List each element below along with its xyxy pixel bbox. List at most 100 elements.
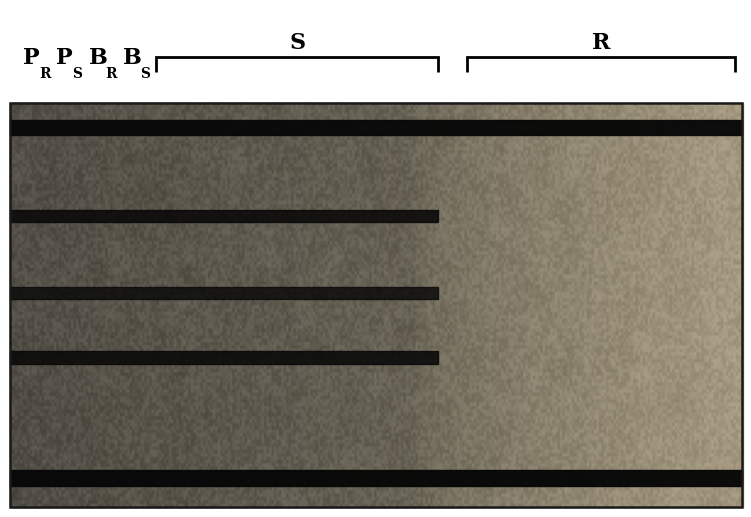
Bar bbox=[282, 103, 286, 507]
Bar bbox=[116, 103, 119, 507]
Bar bbox=[495, 103, 498, 507]
Bar bbox=[123, 103, 127, 507]
Bar bbox=[61, 103, 65, 507]
Bar bbox=[711, 103, 714, 507]
Bar bbox=[119, 103, 123, 507]
Bar bbox=[138, 103, 141, 507]
Bar bbox=[587, 103, 590, 507]
Bar bbox=[546, 103, 550, 507]
Bar bbox=[529, 103, 533, 507]
Bar bbox=[290, 103, 293, 507]
Bar bbox=[722, 103, 725, 507]
Bar bbox=[114, 103, 117, 507]
Bar bbox=[310, 103, 313, 507]
Bar bbox=[365, 103, 368, 507]
Text: S: S bbox=[72, 67, 83, 81]
Bar bbox=[486, 103, 489, 507]
Bar bbox=[617, 103, 621, 507]
Bar bbox=[264, 103, 267, 507]
Bar bbox=[354, 103, 357, 507]
Bar bbox=[656, 103, 659, 507]
Bar bbox=[541, 103, 544, 507]
Bar bbox=[389, 103, 392, 507]
Bar bbox=[610, 103, 614, 507]
Bar bbox=[379, 103, 383, 507]
Bar bbox=[273, 103, 276, 507]
Bar bbox=[25, 103, 28, 507]
Bar bbox=[427, 103, 430, 507]
Text: P: P bbox=[23, 47, 40, 69]
Bar bbox=[691, 103, 694, 507]
Bar bbox=[458, 103, 462, 507]
Bar bbox=[10, 103, 742, 507]
Bar bbox=[81, 103, 84, 507]
Bar bbox=[158, 103, 161, 507]
Bar bbox=[174, 103, 178, 507]
Bar bbox=[41, 103, 44, 507]
Bar bbox=[11, 103, 15, 507]
Bar bbox=[253, 103, 257, 507]
Bar bbox=[451, 103, 454, 507]
Bar bbox=[550, 103, 553, 507]
Bar bbox=[90, 103, 94, 507]
Bar bbox=[482, 103, 485, 507]
Bar bbox=[198, 103, 201, 507]
Bar bbox=[142, 103, 145, 507]
Bar bbox=[143, 103, 146, 507]
Bar bbox=[698, 103, 701, 507]
Bar bbox=[286, 103, 290, 507]
Bar bbox=[449, 103, 452, 507]
Bar bbox=[645, 103, 648, 507]
Bar bbox=[233, 103, 237, 507]
Bar bbox=[70, 103, 74, 507]
Bar bbox=[658, 103, 661, 507]
Bar bbox=[237, 103, 240, 507]
Bar bbox=[394, 103, 397, 507]
Bar bbox=[63, 103, 66, 507]
Bar bbox=[352, 103, 355, 507]
Text: S: S bbox=[140, 67, 149, 81]
Bar bbox=[538, 103, 542, 507]
Bar bbox=[523, 103, 526, 507]
Bar bbox=[125, 103, 128, 507]
Bar bbox=[127, 103, 130, 507]
Bar bbox=[215, 103, 218, 507]
Bar bbox=[107, 103, 110, 507]
Bar bbox=[304, 103, 308, 507]
Bar bbox=[680, 103, 683, 507]
Bar bbox=[502, 103, 505, 507]
Bar bbox=[705, 103, 709, 507]
Bar bbox=[222, 103, 225, 507]
Bar bbox=[272, 103, 275, 507]
Bar bbox=[103, 103, 107, 507]
Bar bbox=[345, 103, 348, 507]
Bar bbox=[191, 103, 195, 507]
Bar bbox=[713, 103, 716, 507]
Bar bbox=[533, 103, 537, 507]
Bar bbox=[32, 103, 35, 507]
Bar bbox=[337, 103, 341, 507]
Bar bbox=[219, 103, 222, 507]
Bar bbox=[659, 103, 663, 507]
Bar bbox=[424, 103, 427, 507]
Bar bbox=[725, 103, 729, 507]
Bar bbox=[457, 103, 460, 507]
Bar bbox=[134, 103, 137, 507]
Bar bbox=[641, 103, 644, 507]
Bar bbox=[333, 103, 337, 507]
Bar bbox=[535, 103, 538, 507]
Bar bbox=[132, 103, 136, 507]
Bar bbox=[50, 103, 53, 507]
Bar bbox=[478, 103, 481, 507]
Bar bbox=[542, 103, 546, 507]
Bar bbox=[259, 103, 262, 507]
Bar bbox=[568, 103, 572, 507]
Bar bbox=[445, 103, 449, 507]
Bar bbox=[421, 103, 425, 507]
Bar bbox=[255, 103, 258, 507]
Bar bbox=[10, 470, 742, 486]
Bar bbox=[339, 103, 342, 507]
Bar bbox=[328, 103, 332, 507]
Bar bbox=[616, 103, 619, 507]
Bar bbox=[519, 103, 522, 507]
